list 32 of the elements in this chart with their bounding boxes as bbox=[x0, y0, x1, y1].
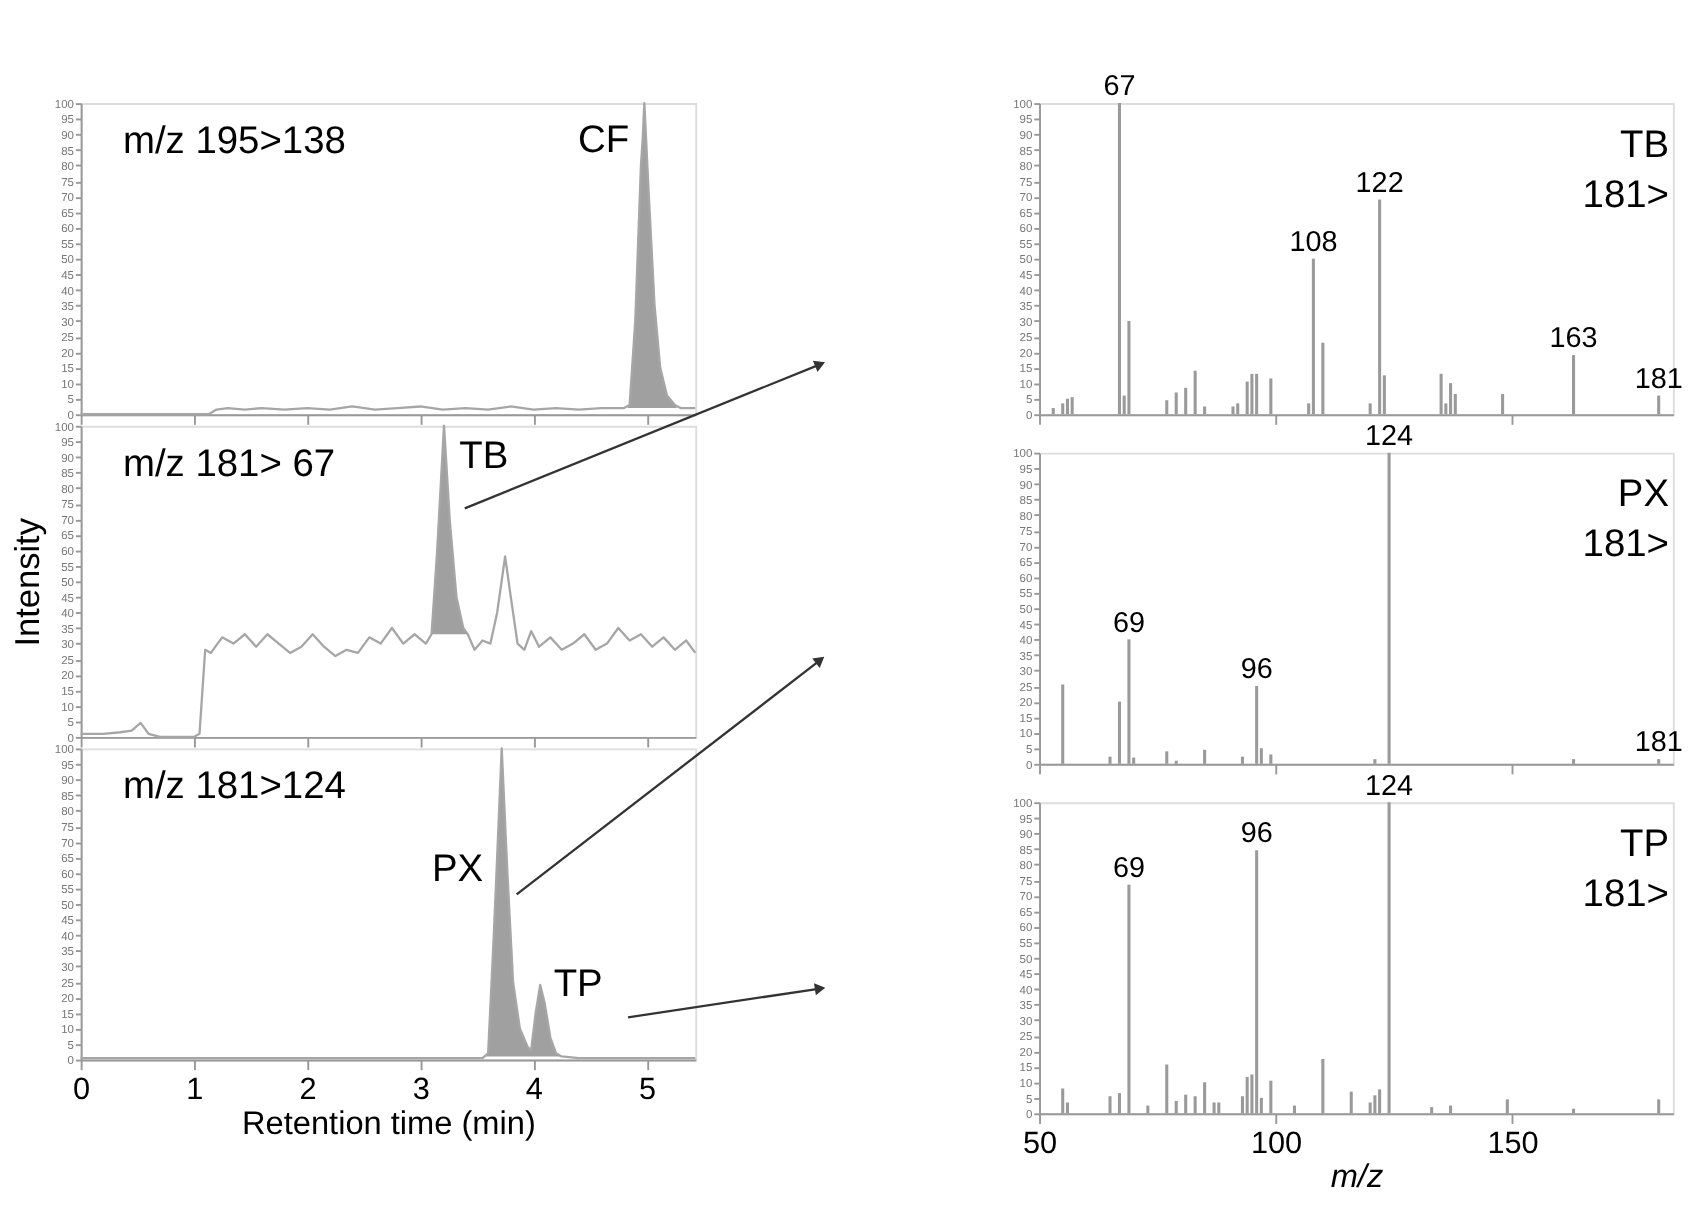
annotation: m/z 181>124 bbox=[122, 766, 347, 809]
annotation: TB 181> bbox=[1582, 124, 1670, 217]
x-tick-label: 100 bbox=[1250, 1126, 1303, 1161]
annotation: PX bbox=[431, 849, 484, 892]
annotation: TP bbox=[553, 964, 603, 1007]
annotation: m/z 181> 67 bbox=[122, 443, 336, 486]
annotation: m/z 195>138 bbox=[122, 121, 346, 164]
y-axis-title: Intensity bbox=[7, 517, 48, 647]
annotation: TB bbox=[459, 436, 509, 479]
annotation: 96 bbox=[1240, 654, 1273, 687]
annotation: 122 bbox=[1355, 167, 1404, 200]
x-axis-title: m/z bbox=[1330, 1159, 1384, 1196]
annotation: 181 bbox=[1634, 727, 1683, 760]
annotation: 69 bbox=[1112, 607, 1145, 640]
x-tick-label: 3 bbox=[412, 1072, 430, 1107]
x-tick-label: 1 bbox=[186, 1072, 204, 1107]
x-tick-label: 5 bbox=[639, 1072, 657, 1107]
annotation: 124 bbox=[1365, 420, 1414, 453]
annotation: TP 181> bbox=[1582, 824, 1670, 916]
x-tick-label: 4 bbox=[525, 1072, 544, 1107]
x-tick-label: 150 bbox=[1487, 1126, 1539, 1161]
annotation: CF bbox=[578, 119, 630, 162]
annotation: 124 bbox=[1365, 770, 1414, 803]
annotation: PX 181> bbox=[1582, 474, 1670, 567]
annotation: 67 bbox=[1103, 71, 1136, 104]
annotation: 69 bbox=[1112, 852, 1145, 885]
annotation: 181 bbox=[1634, 363, 1683, 396]
x-axis-title: Retention time (min) bbox=[242, 1105, 536, 1142]
annotation: 108 bbox=[1289, 227, 1338, 259]
x-tick-label: 2 bbox=[299, 1072, 317, 1107]
annotation: 96 bbox=[1240, 818, 1273, 851]
annotation: 163 bbox=[1549, 323, 1598, 356]
